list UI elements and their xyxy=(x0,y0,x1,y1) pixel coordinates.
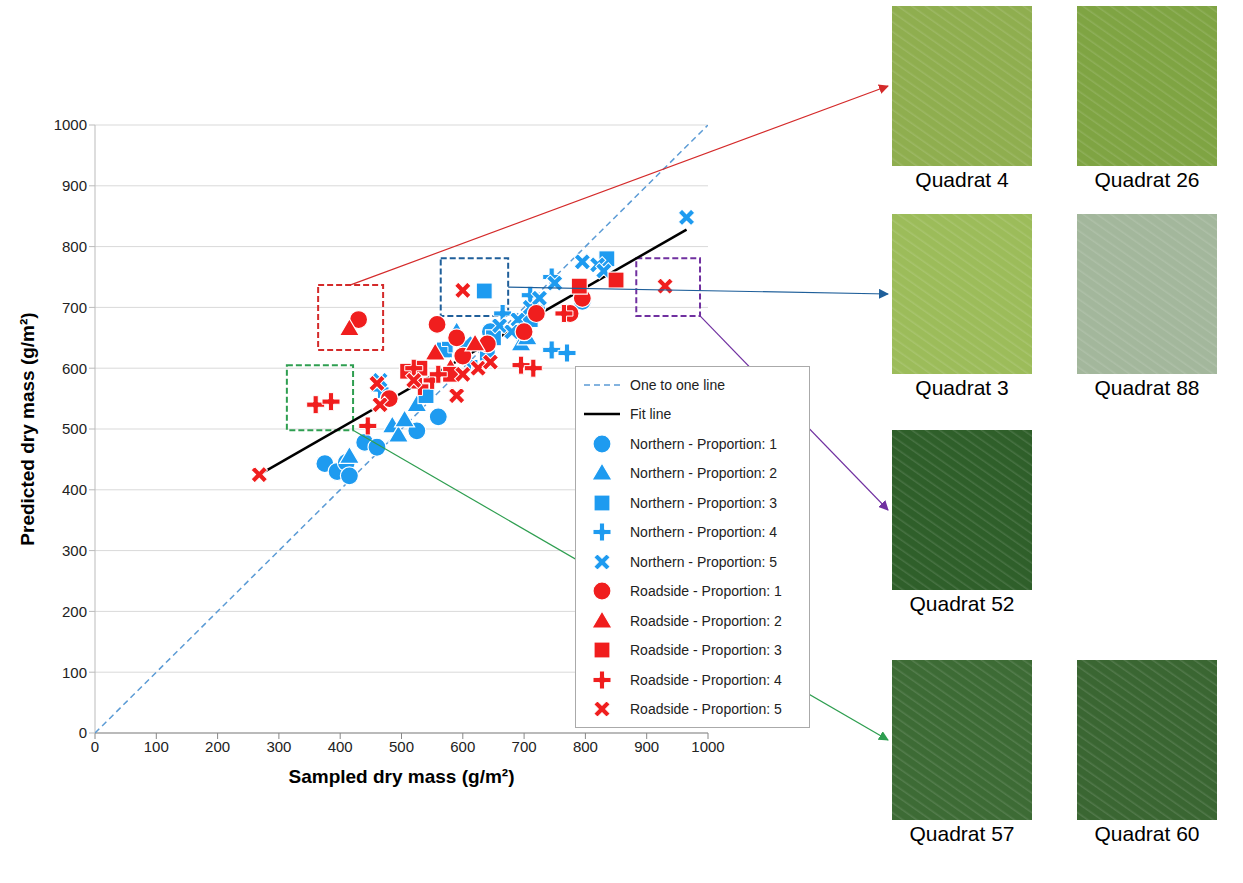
svg-text:500: 500 xyxy=(62,420,87,437)
html-text:Quadrat 60: Quadrat 60 xyxy=(1094,822,1200,845)
html-text:Quadrat 57: Quadrat 57 xyxy=(909,822,1015,845)
html-text:One to one line: One to one line xyxy=(630,377,725,393)
html-text:Fit line: Fit line xyxy=(630,406,672,423)
html-text:Northern - Proportion: 3: Northern - Proportion: 3 xyxy=(630,494,778,511)
html-text:Roadside - Proportion: 1: Roadside - Proportion: 1 xyxy=(630,583,782,600)
html-text:Quadrat 4: Quadrat 4 xyxy=(915,168,1009,191)
html-text:Northern - Proportion: 4: Northern - Proportion: 4 xyxy=(630,524,778,541)
html-text:Roadside - Proportion: 3: Roadside - Proportion: 3 xyxy=(630,642,782,659)
svg-text:400: 400 xyxy=(328,738,353,755)
svg-text:800: 800 xyxy=(62,238,87,255)
svg-text:900: 900 xyxy=(62,177,87,194)
svg-text:500: 500 xyxy=(389,738,414,755)
svg-text:Predicted dry mass (g/m²): Predicted dry mass (g/m²) xyxy=(17,312,38,545)
svg-text:700: 700 xyxy=(62,299,87,316)
svg-text:300: 300 xyxy=(266,738,291,755)
html-text:Northern - Proportion: 1: Northern - Proportion: 1 xyxy=(630,435,778,452)
html-text:Roadside - Proportion: 4: Roadside - Proportion: 4 xyxy=(630,671,782,688)
svg-text:700: 700 xyxy=(512,738,537,755)
svg-text:400: 400 xyxy=(62,481,87,498)
html-text:Roadside - Proportion: 5: Roadside - Proportion: 5 xyxy=(630,701,782,717)
svg-text:300: 300 xyxy=(62,542,87,559)
svg-text:100: 100 xyxy=(144,738,169,755)
svg-text:600: 600 xyxy=(62,360,87,377)
html-text:Roadside - Proportion: 2: Roadside - Proportion: 2 xyxy=(630,612,782,629)
svg-text:0: 0 xyxy=(79,724,87,741)
svg-text:1000: 1000 xyxy=(691,738,724,755)
html-text:Quadrat 26: Quadrat 26 xyxy=(1094,168,1200,191)
html-text:Quadrat 52: Quadrat 52 xyxy=(909,592,1015,615)
html-text:Quadrat 3: Quadrat 3 xyxy=(915,376,1009,399)
svg-text:900: 900 xyxy=(634,738,659,755)
html-text:Northern - Proportion: 5: Northern - Proportion: 5 xyxy=(630,553,778,570)
svg-text:200: 200 xyxy=(205,738,230,755)
svg-text:800: 800 xyxy=(573,738,598,755)
svg-text:600: 600 xyxy=(450,738,475,755)
svg-text:100: 100 xyxy=(62,664,87,681)
svg-text:1000: 1000 xyxy=(54,116,87,133)
svg-text:0: 0 xyxy=(91,738,99,755)
html-text:Quadrat 88: Quadrat 88 xyxy=(1094,376,1200,399)
html-text:Northern - Proportion: 2: Northern - Proportion: 2 xyxy=(630,465,778,482)
svg-text:200: 200 xyxy=(62,603,87,620)
svg-text:Sampled dry mass (g/m²): Sampled dry mass (g/m²) xyxy=(289,766,515,787)
